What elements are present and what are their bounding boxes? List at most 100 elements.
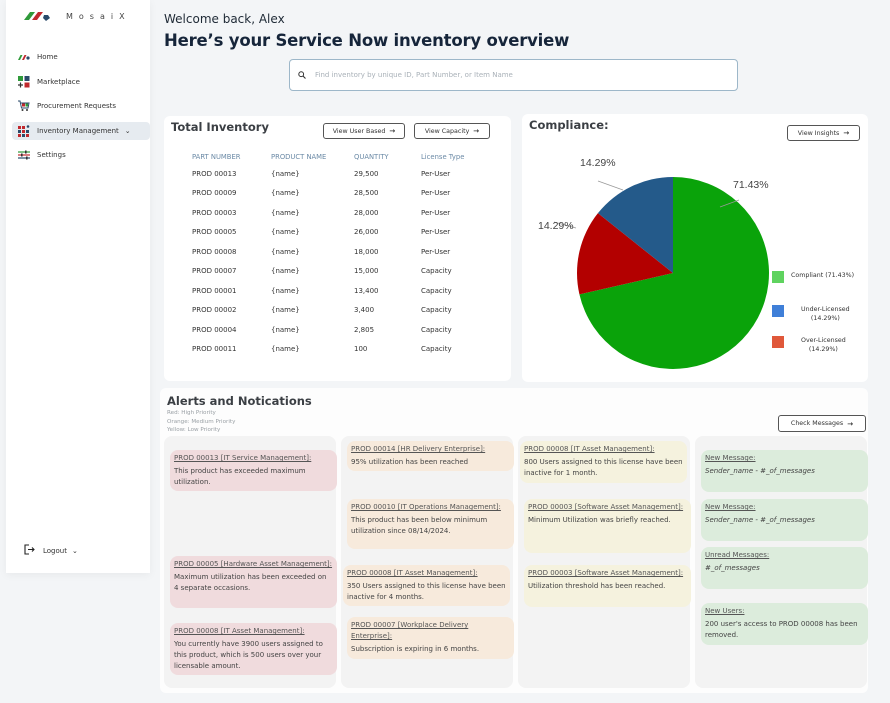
column-header-product-name[interactable]: PRODUCT NAME <box>271 153 327 161</box>
alert-title-link[interactable]: PROD 00010 [IT Operations Management]: <box>351 503 501 511</box>
quantity-cell: 3,400 <box>354 306 375 315</box>
quantity-cell: 2,805 <box>354 325 375 334</box>
alert-item[interactable]: PROD 00008 [IT Asset Management]: 800 Use… <box>520 441 687 483</box>
table-row[interactable]: PROD 00001 {name} 13,400 Capacity <box>192 281 491 301</box>
search-input[interactable] <box>315 71 715 79</box>
alert-item[interactable]: PROD 00008 [IT Asset Management]: You cur… <box>170 623 337 675</box>
message-item[interactable]: New Message: Sender_name - #_of_messages <box>701 450 868 492</box>
sidebar-item-marketplace[interactable]: Marketplace <box>12 73 150 91</box>
total-inventory-card: Total Inventory View User Based → View Ca… <box>164 116 511 381</box>
table-row[interactable]: PROD 00009 {name} 28,500 Per-User <box>192 184 491 204</box>
alert-title-link[interactable]: PROD 00008 [IT Asset Management]: <box>347 569 478 577</box>
view-capacity-label: View Capacity <box>424 127 470 135</box>
search-bar[interactable] <box>289 59 738 91</box>
alert-title-link[interactable]: PROD 00005 [Hardware Asset Management]: <box>174 560 333 568</box>
product-name-cell: {name} <box>271 325 300 334</box>
column-header-license-type[interactable]: License Type <box>421 153 465 161</box>
quantity-cell: 100 <box>354 345 368 354</box>
alert-title-link[interactable]: Unread Messages: <box>705 551 770 559</box>
alert-body: You currently have 3900 users assigned t… <box>174 640 323 670</box>
marketplace-icon <box>18 75 30 88</box>
table-row[interactable]: PROD 00007 {name} 15,000 Capacity <box>192 262 491 282</box>
product-name-cell: {name} <box>271 306 300 315</box>
sidebar-item-settings[interactable]: Settings <box>12 146 150 164</box>
view-insights-button[interactable]: View Insights → <box>787 125 860 141</box>
alert-item[interactable]: PROD 00007 [Workplace Delivery Enterpris… <box>347 617 514 659</box>
pie-label-leader-line <box>719 199 740 208</box>
sidebar-item-inventory-management[interactable]: Inventory Management ⌄ <box>12 121 150 140</box>
chevron-down-icon[interactable]: ⌄ <box>124 126 131 135</box>
sidebar-item-procurement-requests[interactable]: Procurement Requests <box>12 97 150 115</box>
view-user-based-button[interactable]: View User Based → <box>323 123 405 139</box>
table-row[interactable]: PROD 00011 {name} 100 Capacity <box>192 340 491 360</box>
pie-slice-under-licensed[interactable] <box>597 177 673 273</box>
alert-column-orange: PROD 00014 [HR Delivery Enterprise]: 95% … <box>341 436 514 688</box>
message-item[interactable]: Unread Messages: #_of_messages <box>701 547 868 589</box>
license-type-cell: Per-User <box>421 247 451 256</box>
alert-body: This product has been below minimum util… <box>351 516 488 535</box>
alert-title-link[interactable]: PROD 00008 [IT Asset Management]: <box>174 627 305 635</box>
app-name: MosaiX <box>66 11 131 21</box>
priority-legend-red: Red: High Priority <box>167 410 216 416</box>
sidebar-item-home[interactable]: Home <box>12 48 150 66</box>
alert-title-link[interactable]: PROD 00013 [IT Service Management]: <box>174 454 312 462</box>
license-type-cell: Per-User <box>421 208 451 217</box>
alert-title-link[interactable]: New Users: <box>705 607 745 615</box>
column-header-part-number[interactable]: PART NUMBER <box>192 153 241 161</box>
priority-legend: Red: High Priority Orange: Medium Priori… <box>167 409 235 435</box>
arrow-right-icon: → <box>389 127 396 135</box>
table-row[interactable]: PROD 00013 {name} 29,500 Per-User <box>192 164 491 184</box>
part-number-cell: PROD 00004 <box>192 325 237 334</box>
alert-item[interactable]: PROD 00005 [Hardware Asset Management]: M… <box>170 556 337 608</box>
pie-slice-compliant[interactable] <box>579 177 769 369</box>
legend-item-over-licensed[interactable]: Over-Licensed (14.29%) <box>772 336 846 354</box>
table-row[interactable]: PROD 00004 {name} 2,805 Capacity <box>192 320 491 340</box>
product-name-cell: {name} <box>271 247 300 256</box>
priority-legend-yellow: Yellow: Low Priority <box>167 427 221 433</box>
sidebar-item-label: Settings <box>37 151 66 159</box>
table-row[interactable]: PROD 00008 {name} 18,000 Per-User <box>192 242 491 262</box>
view-capacity-button[interactable]: View Capacity → <box>414 123 490 139</box>
quantity-cell: 13,400 <box>354 286 379 295</box>
column-header-quantity[interactable]: QUANTITY <box>354 153 389 161</box>
legend-item-compliant[interactable]: Compliant (71.43%) <box>772 271 854 283</box>
legend-item-under-licensed[interactable]: Under-Licensed (14.29%) <box>772 305 850 323</box>
alert-title-link[interactable]: PROD 00014 [HR Delivery Enterprise]: <box>351 445 486 453</box>
quantity-cell: 28,500 <box>354 189 379 198</box>
priority-legend-orange: Orange: Medium Priority <box>167 418 236 425</box>
alert-title-link[interactable]: PROD 00003 [Software Asset Management]: <box>528 503 684 511</box>
check-messages-button[interactable]: Check Messages → <box>778 415 866 432</box>
logo[interactable]: MosaiX <box>24 10 131 22</box>
alert-item[interactable]: PROD 00014 [HR Delivery Enterprise]: 95% … <box>347 441 514 471</box>
alert-item[interactable]: PROD 00010 [IT Operations Management]: Th… <box>347 499 514 549</box>
table-row[interactable]: PROD 00002 {name} 3,400 Capacity <box>192 301 491 321</box>
table-row[interactable]: PROD 00005 {name} 26,000 Per-User <box>192 223 491 243</box>
chevron-down-icon[interactable]: ⌄ <box>71 546 78 555</box>
part-number-cell: PROD 00009 <box>192 189 237 198</box>
alert-body: #_of_messages <box>705 564 760 572</box>
alert-title-link[interactable]: PROD 00003 [Software Asset Management]: <box>528 569 684 577</box>
alert-title-link[interactable]: PROD 00008 [IT Asset Management]: <box>524 445 655 453</box>
message-item[interactable]: New Message: Sender_name - #_of_messages <box>701 499 868 541</box>
legend-swatch <box>772 336 784 348</box>
sidebar-item-label: Home <box>37 53 58 61</box>
license-type-cell: Capacity <box>421 306 452 315</box>
message-item[interactable]: New Users: 200 user's access to PROD 0000… <box>701 603 868 645</box>
alert-item[interactable]: PROD 00008 [IT Asset Management]: 350 Use… <box>343 565 510 606</box>
arrow-right-icon: → <box>473 127 480 135</box>
settings-sliders-icon <box>18 149 30 161</box>
alert-item[interactable]: PROD 00003 [Software Asset Management]: M… <box>524 499 691 553</box>
mosaix-logo-icon <box>24 12 50 21</box>
table-row[interactable]: PROD 00003 {name} 28,000 Per-User <box>192 203 491 223</box>
welcome-text: Welcome back, Alex <box>164 12 285 26</box>
pie-slice-over-licensed[interactable] <box>577 213 673 295</box>
logout-button[interactable]: Logout ⌄ <box>24 544 78 557</box>
alert-title-link[interactable]: New Message: <box>705 503 756 511</box>
alert-body: 95% utilization has been reached <box>351 458 469 466</box>
alert-item[interactable]: PROD 00003 [Software Asset Management]: U… <box>524 565 691 607</box>
alert-item[interactable]: PROD 00013 [IT Service Management]: This … <box>170 450 337 491</box>
alert-column-red: PROD 00013 [IT Service Management]: This … <box>164 436 337 688</box>
alert-body: 800 Users assigned to this license have … <box>524 458 683 477</box>
alert-title-link[interactable]: New Message: <box>705 454 756 462</box>
alert-title-link[interactable]: PROD 00007 [Workplace Delivery Enterpris… <box>351 621 469 640</box>
